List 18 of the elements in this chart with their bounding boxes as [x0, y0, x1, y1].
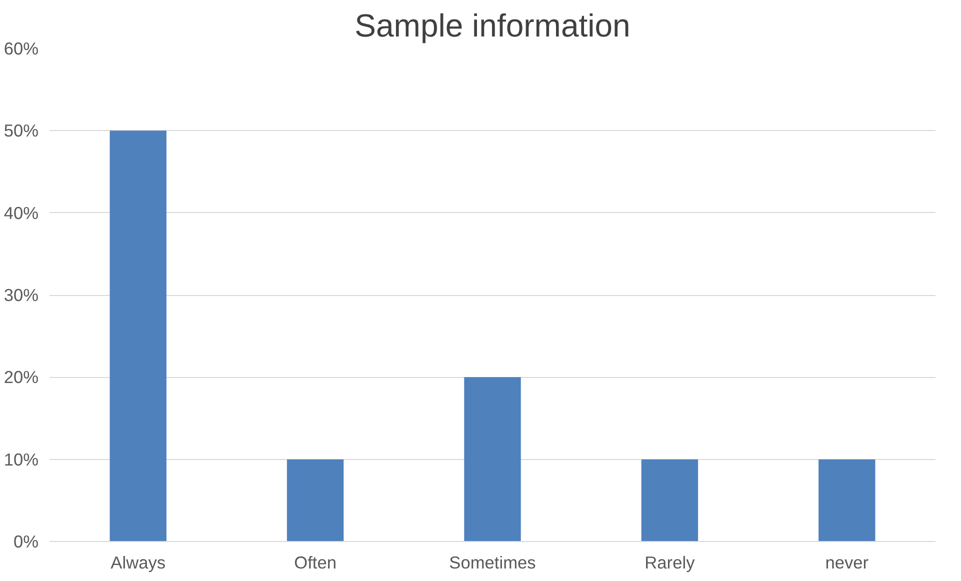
x-tick-label: Rarely [644, 552, 696, 572]
chart-title: Sample information [354, 8, 630, 44]
bar [110, 130, 166, 542]
x-tick-label: Always [110, 552, 166, 572]
x-tick-label: Often [294, 552, 336, 572]
bar [818, 459, 876, 542]
x-tick-label: never [825, 552, 869, 572]
y-tick-label: 20% [4, 367, 39, 388]
bar [464, 377, 521, 542]
bar [641, 459, 698, 542]
y-tick-label: 0% [13, 532, 38, 552]
y-tick-label: 40% [4, 202, 39, 223]
y-tick-label: 50% [4, 120, 39, 141]
y-tick-label: 60% [4, 38, 39, 58]
bar [286, 459, 344, 542]
x-tick-label: Sometimes [449, 552, 536, 572]
y-tick-label: 30% [4, 285, 39, 305]
y-tick-label: 10% [4, 449, 39, 470]
